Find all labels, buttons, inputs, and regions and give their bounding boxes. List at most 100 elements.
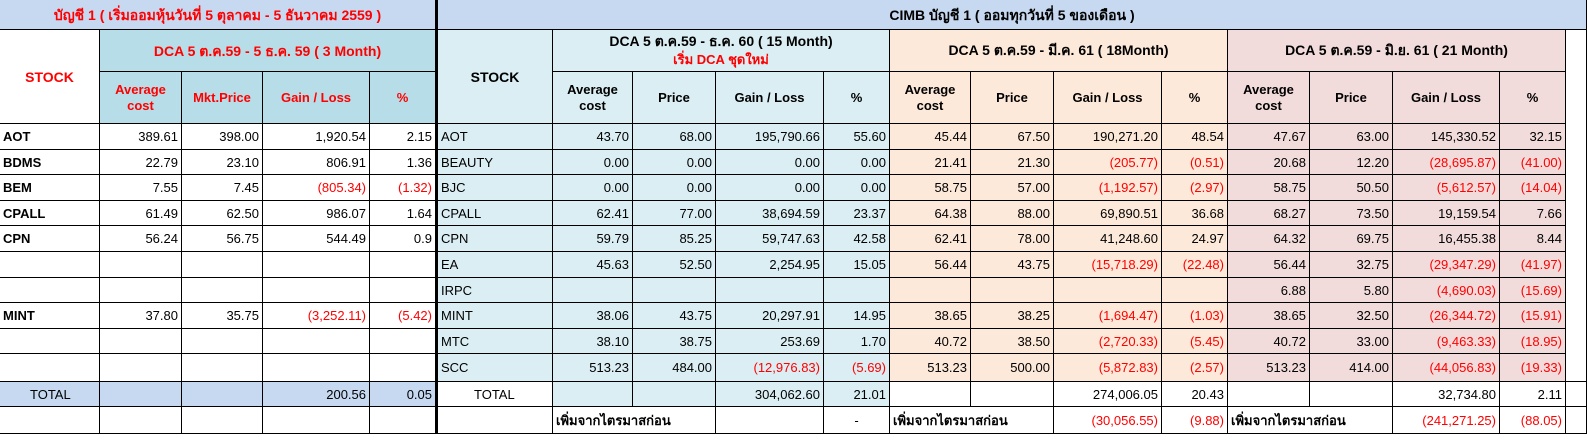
left-row-avg: 7.55: [100, 175, 182, 201]
right-col-header-avg: Average cost: [553, 72, 633, 124]
right-g1-gain: [716, 278, 824, 303]
right-g3-gain: (5,612.57): [1393, 175, 1500, 201]
left-row-gain: [263, 329, 370, 354]
right-g3-avg: 64.32: [1228, 226, 1310, 252]
left-total-blank: [182, 382, 263, 407]
right-row-stock: MTC: [436, 329, 553, 354]
right-g1-gain: 0.00: [716, 175, 824, 201]
right-col-header-gain: Gain / Loss: [1393, 72, 1500, 124]
right-total-gain: 304,062.60: [716, 382, 824, 407]
right-g3-pct: (14.04): [1500, 175, 1566, 201]
left-row-pct: [370, 252, 436, 278]
right-g2-pct: (2.97): [1162, 175, 1228, 201]
right-g1-pct: [824, 278, 890, 303]
right-g3-avg: 56.44: [1228, 252, 1310, 278]
left-row-gain: 986.07: [263, 201, 370, 226]
right-g2-price: 67.50: [971, 124, 1054, 150]
right-col-header-price: Price: [633, 72, 716, 124]
right-g3-price: 69.75: [1310, 226, 1393, 252]
right-extra-pct: (9.88): [1162, 407, 1228, 434]
left-row-price: 56.75: [182, 226, 263, 252]
right-g3-avg: 58.75: [1228, 175, 1310, 201]
left-stock-header: STOCK: [0, 30, 100, 124]
right-g1-price: 38.75: [633, 329, 716, 354]
left-col-header-pct: %: [370, 72, 436, 124]
right-g2-price: 21.30: [971, 150, 1054, 175]
right-extra-gain: (241,271.25): [1393, 407, 1500, 434]
right-g3-pct: (15.69): [1500, 278, 1566, 303]
right-g2-gain: [1054, 278, 1162, 303]
right-g2-gain: (205.77): [1054, 150, 1162, 175]
right-g3-pct: (41.97): [1500, 252, 1566, 278]
left-row-pct: [370, 278, 436, 303]
left-row-stock: MINT: [0, 303, 100, 329]
left-row-price: [182, 278, 263, 303]
right-g3-gain: (29,347.29): [1393, 252, 1500, 278]
right-g3-price: 12.20: [1310, 150, 1393, 175]
left-row-price: 7.45: [182, 175, 263, 201]
left-row-price: 35.75: [182, 303, 263, 329]
left-row-stock: AOT: [0, 124, 100, 150]
right-g3-avg: 513.23: [1228, 354, 1310, 382]
right-g2-pct: 24.97: [1162, 226, 1228, 252]
total-blank: [633, 382, 716, 407]
right-extra-label: เพิ่มจากไตรมาสก่อน: [890, 407, 1054, 434]
right-g2-pct: (2.57): [1162, 354, 1228, 382]
left-row-gain: [263, 278, 370, 303]
right-g2-avg: 58.75: [890, 175, 971, 201]
right-g3-pct: 7.66: [1500, 201, 1566, 226]
left-row-stock: BDMS: [0, 150, 100, 175]
right-g1-pct: 55.60: [824, 124, 890, 150]
right-g2-price: 78.00: [971, 226, 1054, 252]
right-g2-gain: (5,872.83): [1054, 354, 1162, 382]
left-row-price: 398.00: [182, 124, 263, 150]
right-g1-price: 43.75: [633, 303, 716, 329]
right-row-stock: CPALL: [436, 201, 553, 226]
left-row-pct: (1.32): [370, 175, 436, 201]
right-extra-gain: (30,056.55): [1054, 407, 1162, 434]
left-row-avg: 389.61: [100, 124, 182, 150]
right-g1-price: [633, 278, 716, 303]
right-g1-avg: 62.41: [553, 201, 633, 226]
left-row-stock: [0, 278, 100, 303]
left-extra-blank: [182, 407, 263, 434]
right-row-stock: AOT: [436, 124, 553, 150]
group-title: DCA 5 ต.ค.59 - มิ.ย. 61 ( 21 Month): [1285, 42, 1508, 59]
right-g3-avg: 68.27: [1228, 201, 1310, 226]
right-g1-pct: 0.00: [824, 175, 890, 201]
left-total-pct: 0.05: [370, 382, 436, 407]
left-row-gain: [263, 252, 370, 278]
group-subtitle: เริ่ม DCA ชุดใหม่: [673, 52, 769, 68]
right-g3-price: 32.75: [1310, 252, 1393, 278]
right-g1-pct: (5.69): [824, 354, 890, 382]
total-blank: [890, 382, 971, 407]
right-g1-pct: 0.00: [824, 150, 890, 175]
right-g3-gain: (44,056.83): [1393, 354, 1500, 382]
right-col-header-price: Price: [971, 72, 1054, 124]
right-g2-gain: (15,718.29): [1054, 252, 1162, 278]
right-g2-pct: (0.51): [1162, 150, 1228, 175]
left-row-stock: BEM: [0, 175, 100, 201]
left-row-pct: (5.42): [370, 303, 436, 329]
left-row-avg: 22.79: [100, 150, 182, 175]
right-row-stock: BEAUTY: [436, 150, 553, 175]
left-row-stock: CPALL: [0, 201, 100, 226]
right-group-header-2: DCA 5 ต.ค.59 - มี.ค. 61 ( 18Month): [890, 30, 1228, 72]
right-g3-gain: 16,455.38: [1393, 226, 1500, 252]
right-g1-gain: 20,297.91: [716, 303, 824, 329]
right-g1-avg: 0.00: [553, 150, 633, 175]
right-g3-avg: 38.65: [1228, 303, 1310, 329]
right-g2-price: [971, 278, 1054, 303]
right-extra-pct: (88.05): [1500, 407, 1566, 434]
right-g1-pct: 15.05: [824, 252, 890, 278]
left-total-blank: [100, 382, 182, 407]
left-extra-blank: [370, 407, 436, 434]
right-g3-pct: 8.44: [1500, 226, 1566, 252]
left-row-pct: 2.15: [370, 124, 436, 150]
right-g2-pct: (1.03): [1162, 303, 1228, 329]
right-g1-price: 77.00: [633, 201, 716, 226]
right-g1-avg: [553, 278, 633, 303]
left-row-stock: [0, 252, 100, 278]
right-g1-price: 85.25: [633, 226, 716, 252]
right-g1-avg: 0.00: [553, 175, 633, 201]
